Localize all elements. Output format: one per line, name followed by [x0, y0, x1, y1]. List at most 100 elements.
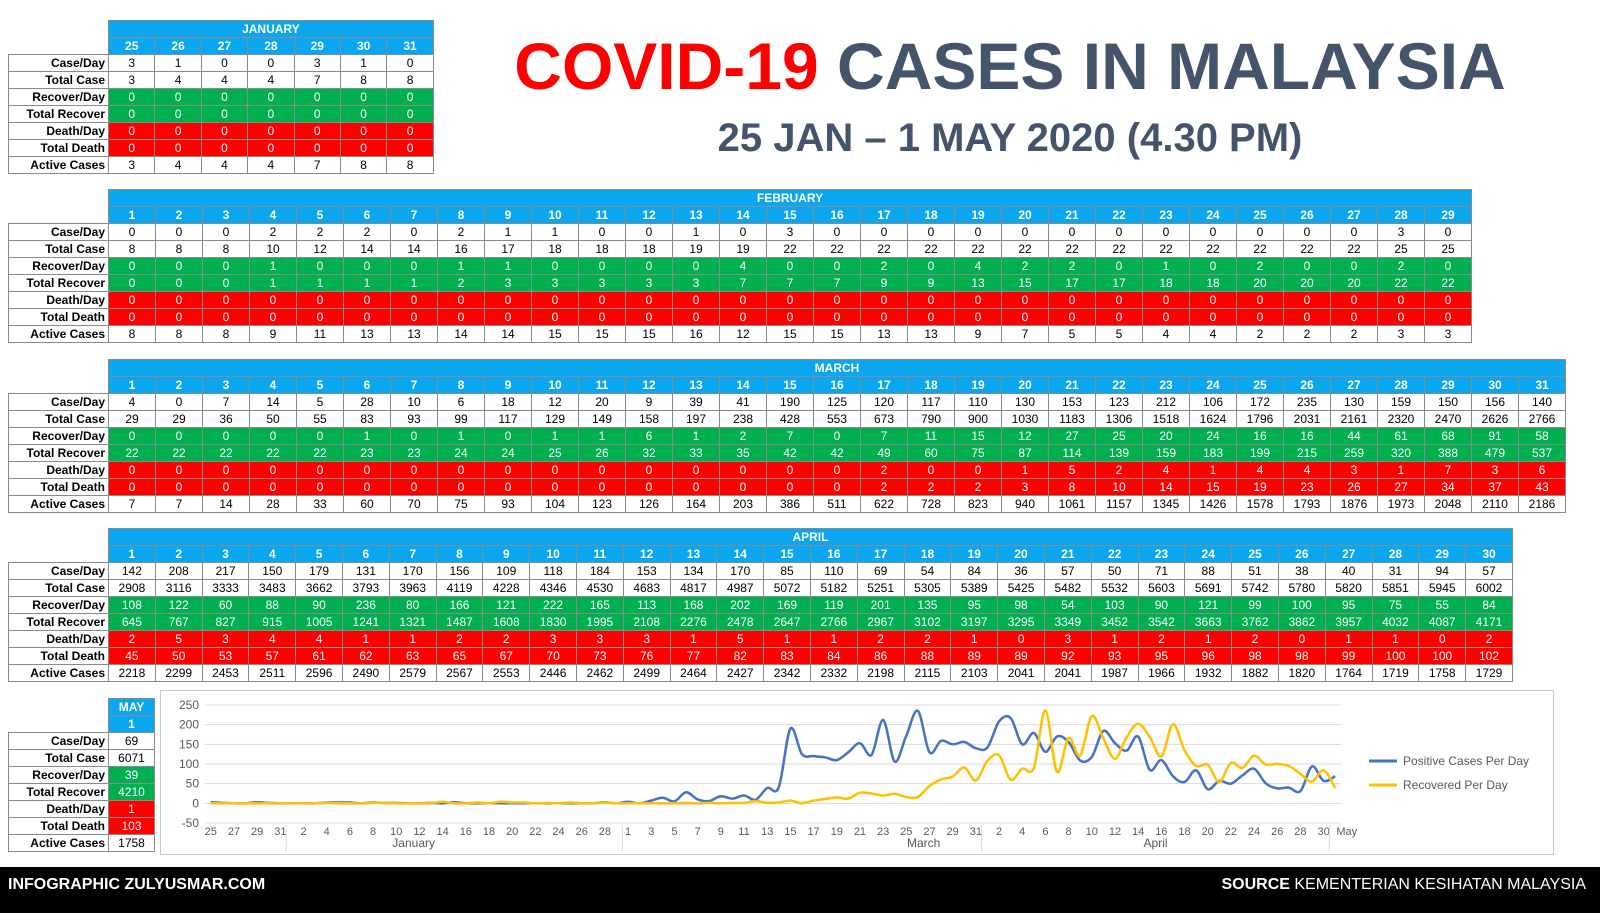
table-cell: 95 — [1137, 647, 1186, 665]
table-cell: 2499 — [622, 664, 671, 682]
x-tick-label: 9 — [718, 826, 724, 838]
table-cell: 236 — [341, 596, 390, 614]
table-cell: 0 — [625, 291, 673, 309]
table-cell: 7 — [293, 156, 341, 174]
day-header: 29 — [1418, 545, 1467, 563]
blank-cell — [9, 21, 109, 38]
footer-source-name: KEMENTERIAN KESIHATAN MALAYSIA — [1289, 876, 1586, 893]
table-cell: 0 — [1330, 257, 1378, 275]
row-label: Death/Day — [8, 122, 109, 140]
table-cell: 0 — [155, 393, 203, 411]
table-cell: 3 — [766, 223, 814, 241]
table-cell: 190 — [766, 393, 814, 411]
table-cell: 0 — [249, 478, 297, 496]
table-cell: 1487 — [435, 613, 484, 631]
day-header: 11 — [578, 206, 626, 224]
table-row: Total Death 0 0 0 0 0 0 0 0 0 0 0 0 0 0 0 0 0 0 0 0 0 0 0 0 0 0 0 0 0 — [8, 308, 1472, 326]
day-header: 18 — [903, 545, 952, 563]
table-cell: 1578 — [1236, 495, 1284, 513]
table-cell: 0 — [154, 105, 202, 123]
table-cell: 88 — [1184, 562, 1233, 580]
table-cell: 35 — [719, 444, 767, 462]
day-header: 12 — [622, 545, 671, 563]
day-header: 11 — [578, 376, 626, 394]
table-cell: 169 — [763, 596, 811, 614]
table-cell: 4 — [248, 630, 297, 648]
table-cell: 3 — [622, 630, 671, 648]
day-header: 15 — [763, 545, 811, 563]
table-cell: 0 — [1095, 223, 1143, 241]
x-tick-label: 24 — [552, 826, 564, 838]
table-cell: 19 — [672, 240, 720, 258]
table-cell: 5 — [1095, 325, 1143, 343]
day-header: 26 — [1283, 376, 1331, 394]
day-header: 1 — [108, 206, 156, 224]
table-cell: 117 — [484, 410, 532, 428]
table-cell: 3 — [1471, 461, 1519, 479]
table-cell: 153 — [1048, 393, 1096, 411]
table-cell: 16 — [437, 240, 485, 258]
day-header: 27 — [1330, 206, 1378, 224]
table-cell: 5251 — [856, 579, 905, 597]
day-header: 18 — [907, 376, 955, 394]
legend-label: Positive Cases Per Day — [1403, 754, 1529, 768]
day-header: 26 — [1277, 545, 1326, 563]
table-cell: 2 — [860, 257, 908, 275]
table-row: Total Case 6071 — [8, 749, 155, 767]
table-cell: 3452 — [1090, 613, 1139, 631]
x-tick-label: 29 — [251, 826, 263, 838]
table-cell: 0 — [386, 122, 434, 140]
table-cell: 0 — [390, 427, 438, 445]
table-row: Death/Day 0 0 0 0 0 0 0 0 0 0 0 0 0 0 0 0 2 0 0 1 5 2 4 1 4 4 3 1 7 3 6 — [8, 461, 1566, 479]
table-cell: 114 — [1048, 444, 1096, 462]
day-header: 17 — [860, 376, 908, 394]
table-february: FEBRUARY 1 2 3 4 5 6 7 8 9 10 11 12 13 14 15 16 17 18 19 20 2… — [8, 189, 1472, 343]
day-header: 23 — [1142, 206, 1190, 224]
table-cell: 121 — [482, 596, 531, 614]
footer: INFOGRAPHIC ZULYUSMAR.COM SOURCE KEMENTE… — [0, 867, 1600, 913]
day-header: 23 — [1137, 545, 1186, 563]
table-cell: 0 — [860, 308, 908, 326]
table-cell: 3 — [484, 274, 532, 292]
table-cell: 75 — [437, 495, 485, 513]
table-cell: 123 — [1095, 393, 1143, 411]
table-cell: 98 — [1277, 647, 1326, 665]
row-label: Total Death — [8, 817, 109, 835]
table-cell: 0 — [107, 88, 156, 106]
row-label: Total Recover — [8, 105, 109, 123]
table-cell: 0 — [1236, 291, 1284, 309]
table-cell: 0 — [339, 139, 388, 157]
day-header: 24 — [1189, 206, 1237, 224]
table-cell: 212 — [1142, 393, 1190, 411]
table-cell: 1 — [343, 427, 391, 445]
table-cell: 0 — [108, 478, 156, 496]
x-tick-label: 26 — [1271, 826, 1283, 838]
table-cell: 6 — [625, 427, 673, 445]
table-cell: 2470 — [1424, 410, 1472, 428]
table-cell: 0 — [766, 308, 814, 326]
table-cell: 3 — [293, 54, 341, 72]
x-tick-label: 28 — [599, 826, 611, 838]
x-tick-label: 30 — [1317, 826, 1329, 838]
blank-cell — [9, 699, 109, 716]
table-cell: 22 — [1189, 240, 1237, 258]
table-cell: 134 — [669, 562, 718, 580]
table-cell: 50 — [249, 410, 297, 428]
day-header: 20 — [1001, 376, 1049, 394]
table-cell: 0 — [155, 461, 203, 479]
day-header: 29 — [1424, 206, 1472, 224]
day-header: 15 — [766, 376, 814, 394]
blank-cell — [9, 377, 109, 394]
table-row: Total Case 2908 3116 3333 3483 3662 3793 3963 41… — [8, 579, 1513, 597]
table-cell: 84 — [1465, 596, 1513, 614]
table-cell: 139 — [1095, 444, 1143, 462]
table-cell: 2464 — [669, 664, 718, 682]
table-row: Total Death 0 0 0 0 0 0 0 — [8, 139, 434, 157]
day-header: 22 — [1095, 376, 1143, 394]
table-row: Death/Day 0 0 0 0 0 0 0 0 0 0 0 0 0 0 0 0 0 0 0 0 0 0 0 0 0 0 0 0 0 — [8, 291, 1472, 309]
series-line-recovered — [210, 709, 1337, 805]
row-label: Active Cases — [8, 325, 109, 343]
table-cell: 790 — [907, 410, 955, 428]
table-cell: 14 — [343, 240, 391, 258]
